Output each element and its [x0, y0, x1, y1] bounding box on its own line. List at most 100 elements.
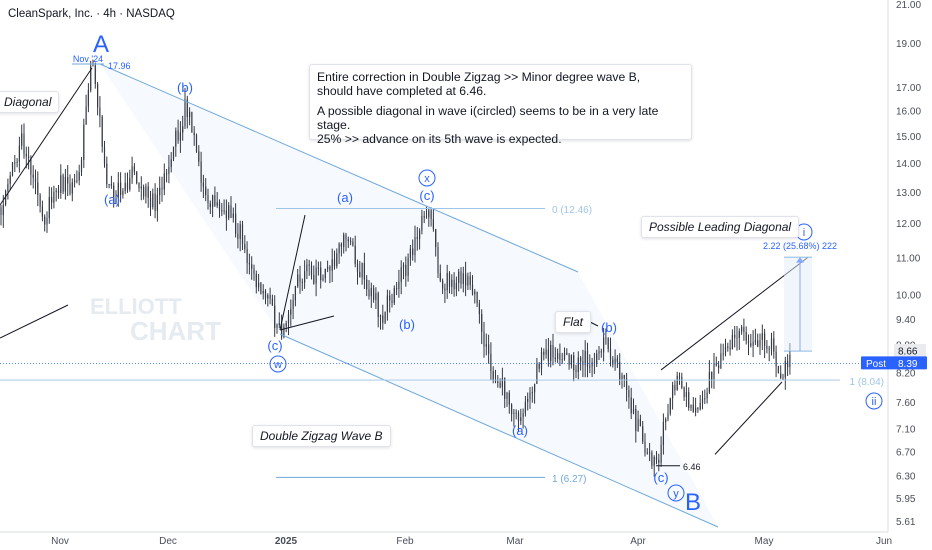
channel-lower-line[interactable]: [279, 333, 719, 528]
candle: [271, 294, 273, 306]
candle: [235, 203, 237, 238]
candle: [747, 334, 750, 356]
candle: [76, 170, 78, 184]
note-line-3: A possible diagonal in wave i(circled) s…: [317, 104, 659, 132]
candle: [310, 261, 313, 280]
candle: [324, 268, 326, 283]
prior-diagonal-lower-line[interactable]: [0, 304, 69, 339]
wave-y-label[interactable]: y: [667, 484, 685, 502]
wave-w-label[interactable]: w: [269, 355, 287, 373]
candle: [715, 356, 717, 367]
candle: [672, 381, 674, 410]
candle: [228, 202, 230, 221]
candle: [200, 151, 202, 192]
candle: [621, 372, 623, 389]
candle: [439, 264, 441, 283]
candle: [292, 294, 294, 320]
prior-diagonal-upper-line[interactable]: [0, 67, 93, 206]
candle: [405, 256, 407, 287]
analysis-note[interactable]: Entire correction in Double Zigzag >> Mi…: [309, 64, 692, 146]
double-zigzag-label[interactable]: Double Zigzag Wave B: [252, 425, 391, 447]
diagonal-label[interactable]: Diagonal: [0, 91, 60, 113]
candle: [770, 332, 773, 356]
candle: [177, 119, 179, 144]
candle: [734, 325, 736, 348]
wave-c1-label: (c): [267, 338, 282, 353]
candle: [683, 386, 685, 401]
drawings-layer: [0, 63, 888, 528]
candle: [775, 345, 777, 378]
x-tick-label: Apr: [630, 536, 646, 547]
candle: [513, 409, 515, 427]
candle: [561, 352, 563, 365]
candle: [370, 282, 372, 308]
candle: [476, 291, 478, 308]
candle: [676, 371, 678, 391]
candle: [446, 264, 448, 299]
candle: [780, 365, 782, 380]
y-tick-label: 21.00: [896, 0, 921, 11]
c-diagonal-lower-line[interactable]: [279, 315, 335, 331]
candle: [614, 349, 616, 371]
candle: [699, 394, 701, 411]
candle: [419, 228, 421, 250]
candle: [16, 158, 18, 168]
candle: [722, 343, 724, 361]
y-tick-label: 15.00: [896, 132, 921, 143]
candle: [55, 188, 57, 202]
candle: [136, 171, 138, 185]
note-line-4: 25% >> advance on its 5th wave is expect…: [317, 132, 562, 146]
wave-c3-label: (c): [653, 470, 668, 485]
candle: [745, 326, 747, 345]
candle: [92, 59, 94, 67]
fib-zero-label: 0 (12.46): [552, 205, 592, 216]
measure-box: [784, 257, 812, 351]
candle: [338, 242, 340, 264]
watermark-line-2: CHART: [130, 316, 221, 346]
candle: [607, 337, 609, 353]
wave-x-label[interactable]: x: [418, 169, 436, 187]
wave-ii-label[interactable]: ii: [865, 392, 883, 410]
candle: [7, 178, 9, 200]
high-value-label: 17.96: [108, 61, 131, 71]
candle: [393, 285, 395, 305]
candle: [221, 203, 223, 217]
candle: [336, 248, 338, 269]
candle: [692, 397, 694, 413]
candle: [48, 186, 50, 224]
candle: [600, 348, 602, 358]
x-tick-label: Jun: [876, 536, 892, 547]
candle: [577, 351, 579, 380]
candle: [568, 352, 570, 370]
leading-diagonal-lower-line[interactable]: [714, 381, 783, 455]
candle: [777, 365, 779, 374]
y-tick-label: 5.61: [896, 517, 916, 528]
symbol-title[interactable]: CleanSpark, Inc. · 4h · NASDAQ: [8, 8, 175, 20]
svg-text:x: x: [424, 173, 430, 185]
candle: [639, 414, 641, 427]
candle: [32, 165, 34, 189]
candle: [550, 340, 552, 368]
flat-label[interactable]: Flat: [555, 311, 592, 333]
candle: [598, 345, 600, 361]
candle: [343, 232, 345, 254]
candle: [586, 342, 589, 378]
wave-a1-label: (a): [104, 192, 120, 207]
c-diagonal-upper-line[interactable]: [279, 214, 306, 331]
candles-layer: [0, 59, 791, 477]
candle: [453, 272, 455, 297]
candle: [269, 287, 271, 305]
candle: [23, 123, 25, 159]
leading-diagonal-label[interactable]: Possible Leading Diagonal: [641, 216, 800, 238]
leading-diagonal-upper-line[interactable]: [660, 256, 809, 371]
candle: [115, 190, 117, 205]
channel-upper-line[interactable]: [99, 63, 579, 273]
candle: [366, 275, 368, 297]
candle: [603, 327, 605, 362]
candle: [122, 188, 124, 199]
candle: [517, 410, 520, 433]
x-tick-label: Mar: [506, 536, 524, 547]
candle: [729, 339, 731, 356]
